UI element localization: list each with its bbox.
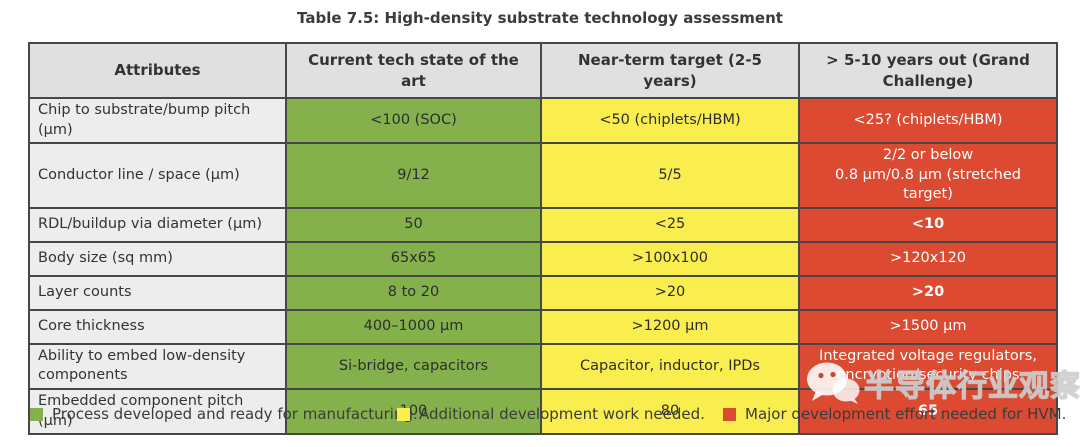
assessment-table: Attributes Current tech state of the art N… — [28, 42, 1058, 436]
near-term-cell: <50 (chiplets/HBM) — [540, 96, 800, 145]
table-row: Embedded component pitch (μm) 100 80 65 — [28, 387, 1058, 436]
table-caption: Table 7.5: High-density substrate techno… — [297, 9, 783, 27]
attribute-cell: Ability to embed low-density components — [28, 342, 287, 390]
legend-item-yellow: Additional development work needed. — [397, 405, 705, 423]
near-term-cell: >1200 μm — [540, 308, 800, 345]
legend-item-green: Process developed and ready for manufact… — [30, 405, 418, 423]
long-term-cell: <25? (chiplets/HBM) — [798, 96, 1058, 145]
column-header-2: Near-term target (2-5 years) — [540, 42, 800, 99]
long-term-cell: >20 — [798, 274, 1058, 311]
column-header-3: > 5-10 years out (Grand Challenge) — [798, 42, 1058, 99]
table-row: RDL/buildup via diameter (μm) 50 <25 <10 — [28, 206, 1058, 243]
near-term-cell: 5/5 — [540, 142, 800, 209]
yellow-swatch-icon — [397, 407, 410, 421]
table-row: Ability to embed low-density components S… — [28, 342, 1058, 390]
near-term-cell: >20 — [540, 274, 800, 311]
long-term-cell: >1500 μm — [798, 308, 1058, 345]
attribute-cell: Body size (sq mm) — [28, 240, 287, 277]
long-term-cell: <10 — [798, 206, 1058, 243]
current-state-cell: 65x65 — [285, 240, 542, 277]
green-swatch-icon — [30, 407, 43, 421]
attribute-cell: RDL/buildup via diameter (μm) — [28, 206, 287, 243]
table-body: Chip to substrate/bump pitch (μm) <100 (S… — [28, 96, 1058, 436]
table-row: Chip to substrate/bump pitch (μm) <100 (S… — [28, 96, 1058, 145]
table-row: Core thickness 400–1000 μm >1200 μm >1500 μ… — [28, 308, 1058, 345]
attribute-cell: Core thickness — [28, 308, 287, 345]
legend-item-red: Major development effort needed for HVM. — [723, 405, 1066, 423]
table-row: Body size (sq mm) 65x65 >100x100 >120x120 — [28, 240, 1058, 277]
table-header: Attributes Current tech state of the art N… — [28, 42, 1058, 99]
current-state-cell: 50 — [285, 206, 542, 243]
long-term-cell: >120x120 — [798, 240, 1058, 277]
near-term-cell: 80 — [540, 387, 800, 436]
current-state-cell: <100 (SOC) — [285, 96, 542, 145]
current-state-cell: 9/12 — [285, 142, 542, 209]
attribute-cell: Chip to substrate/bump pitch (μm) — [28, 96, 287, 145]
near-term-cell: >100x100 — [540, 240, 800, 277]
table-row: Conductor line / space (μm) 9/12 5/5 2/2 or… — [28, 142, 1058, 209]
current-state-cell: Si-bridge, capacitors — [285, 342, 542, 390]
current-state-cell: 400–1000 μm — [285, 308, 542, 345]
attribute-cell: Conductor line / space (μm) — [28, 142, 287, 209]
near-term-cell: <25 — [540, 206, 800, 243]
near-term-cell: Capacitor, inductor, IPDs — [540, 342, 800, 390]
table-row: Layer counts 8 to 20 >20 >20 — [28, 274, 1058, 311]
current-state-cell: 100 — [285, 387, 542, 436]
legend-label: Process developed and ready for manufact… — [52, 405, 418, 423]
long-term-cell: Integrated voltage regulators, encryptio… — [798, 342, 1058, 390]
legend-label: Major development effort needed for HVM. — [745, 405, 1067, 423]
attribute-cell: Embedded component pitch (μm) — [28, 387, 287, 436]
current-state-cell: 8 to 20 — [285, 274, 542, 311]
column-header-1: Current tech state of the art — [285, 42, 542, 99]
legend-label: Additional development work needed. — [419, 405, 705, 423]
long-term-cell: 2/2 or below 0.8 μm/0.8 μm (stretched ta… — [798, 142, 1058, 209]
attribute-cell: Layer counts — [28, 274, 287, 311]
red-swatch-icon — [723, 407, 736, 421]
header-row: Attributes Current tech state of the art N… — [28, 42, 1058, 99]
column-header-0: Attributes — [28, 42, 287, 99]
